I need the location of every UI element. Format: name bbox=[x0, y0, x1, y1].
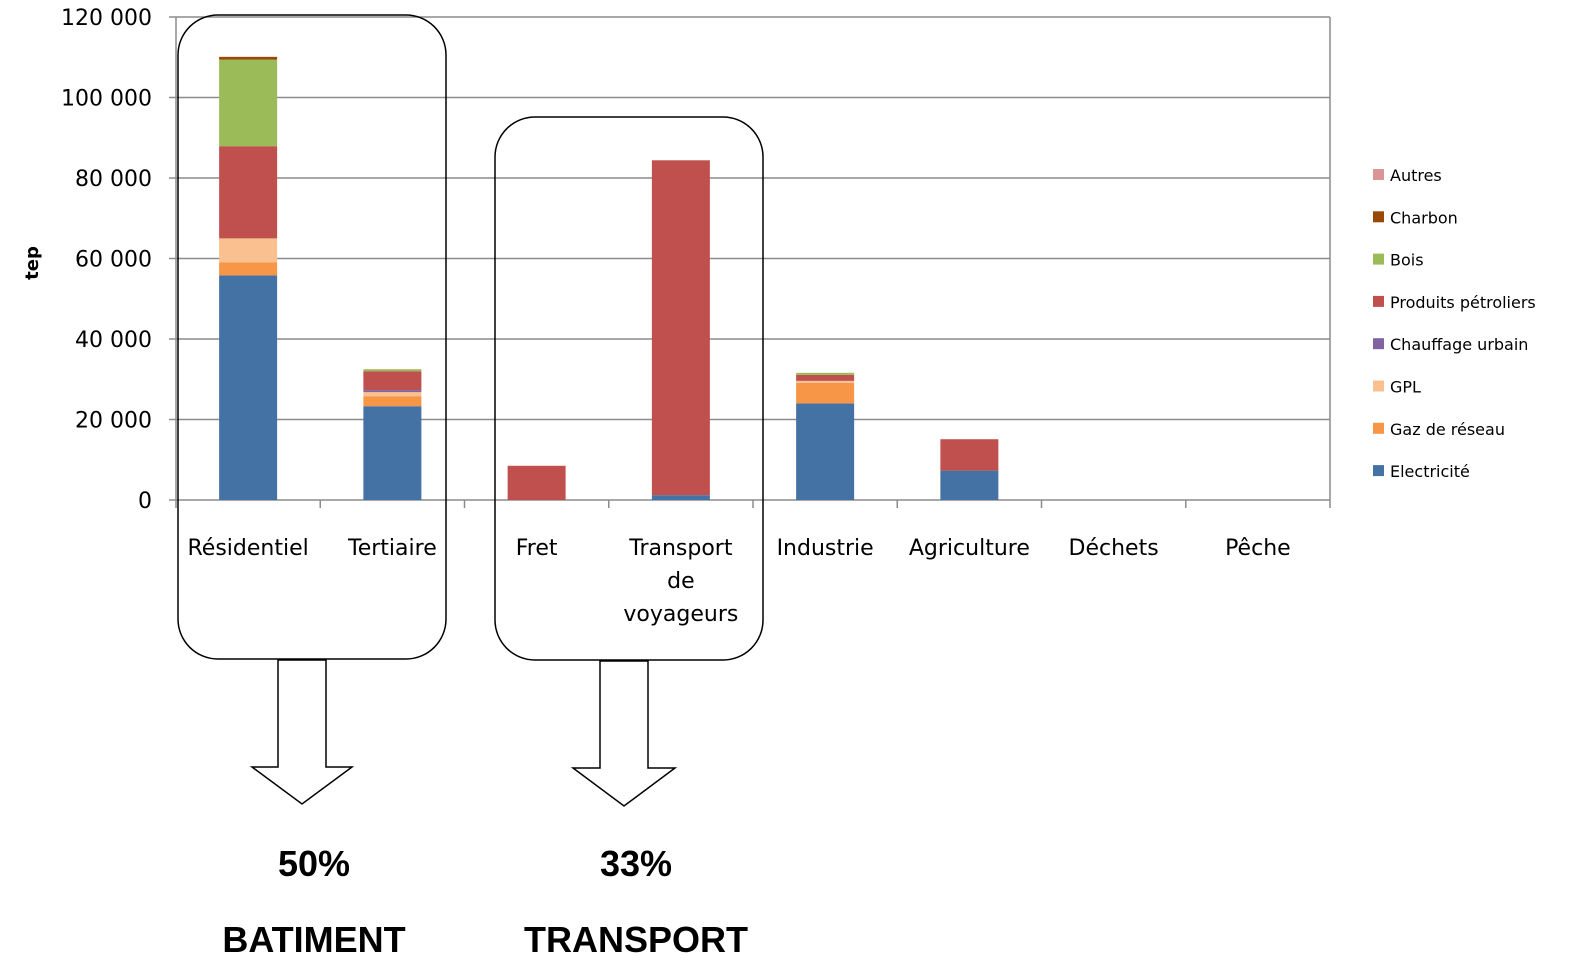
y-axis-ticks: 0 20 000 40 000 60 000 80 000 100 000 120 000 bbox=[61, 6, 176, 514]
legend-swatch bbox=[1373, 211, 1384, 223]
x-category-label: Transport de voyageurs bbox=[623, 536, 738, 627]
y-tick-label: 0 bbox=[138, 489, 152, 514]
bar-segment bbox=[219, 146, 278, 239]
x-category-label: Industrie bbox=[777, 536, 874, 561]
bar-segment bbox=[219, 275, 278, 500]
bar-segment bbox=[363, 392, 422, 397]
group-outline-box bbox=[494, 116, 764, 661]
legend-swatch bbox=[1373, 169, 1384, 180]
legend-swatch bbox=[1373, 253, 1384, 265]
y-axis-title: tep bbox=[22, 246, 43, 280]
bar-segment bbox=[219, 59, 278, 147]
y-tick-label: 120 000 bbox=[61, 6, 152, 31]
bar-segment bbox=[796, 403, 855, 500]
x-category-label: Déchets bbox=[1069, 536, 1159, 561]
legend-swatch bbox=[1373, 465, 1384, 477]
bar-segment bbox=[219, 262, 278, 276]
legend-swatch bbox=[1373, 380, 1384, 392]
y-tick-label: 100 000 bbox=[61, 87, 152, 112]
bar-segment bbox=[363, 369, 422, 372]
legend-label: Bois bbox=[1390, 251, 1424, 270]
bar-segment bbox=[940, 470, 999, 500]
bar-segment bbox=[363, 406, 422, 500]
x-category-label: Agriculture bbox=[909, 536, 1030, 561]
callouts: 50% BATIMENT 33% TRANSPORT bbox=[177, 14, 764, 960]
legend-label: Charbon bbox=[1390, 208, 1458, 227]
callout-label: BATIMENT bbox=[222, 919, 405, 960]
legend-label: Electricité bbox=[1390, 462, 1470, 481]
legend-label: Autres bbox=[1390, 166, 1442, 185]
legend-swatch bbox=[1373, 338, 1384, 350]
y-tick-label: 80 000 bbox=[75, 167, 152, 192]
bar-segment bbox=[363, 371, 422, 391]
legend-swatch bbox=[1373, 295, 1384, 307]
bar-segment bbox=[219, 238, 278, 263]
legend-swatch bbox=[1373, 422, 1384, 434]
group-outline-box bbox=[177, 14, 447, 660]
legend-label: Produits pétroliers bbox=[1390, 293, 1536, 312]
callout-percent: 50% bbox=[278, 843, 350, 884]
bar-segment bbox=[651, 160, 710, 496]
bar-segment bbox=[796, 372, 855, 375]
down-arrow-icon bbox=[570, 660, 678, 807]
y-tick-label: 20 000 bbox=[75, 409, 152, 434]
down-arrow-icon bbox=[249, 659, 355, 805]
bar-segment bbox=[940, 439, 999, 471]
bars bbox=[219, 56, 999, 500]
bar-segment bbox=[507, 465, 566, 500]
bar-segment bbox=[796, 380, 855, 383]
bar-segment bbox=[796, 382, 855, 404]
x-category-label: Pêche bbox=[1225, 536, 1291, 561]
y-tick-label: 60 000 bbox=[75, 248, 152, 273]
gridlines bbox=[176, 16, 1330, 421]
bar-segment bbox=[363, 390, 422, 393]
legend-label: Gaz de réseau bbox=[1390, 420, 1505, 439]
legend: Autres Charbon Bois Produits pétroliers Chau… bbox=[1373, 166, 1536, 481]
callout-label: TRANSPORT bbox=[524, 919, 748, 960]
bar-segment bbox=[651, 495, 710, 500]
x-category-label: Fret bbox=[516, 536, 558, 561]
bar-segment bbox=[363, 396, 422, 407]
y-tick-label: 40 000 bbox=[75, 328, 152, 353]
legend-label: Chauffage urbain bbox=[1390, 335, 1528, 354]
bar-segment bbox=[796, 374, 855, 381]
x-category-label: Tertiaire bbox=[347, 536, 437, 561]
bar-segment bbox=[219, 56, 278, 60]
x-category-label: Résidentiel bbox=[188, 536, 309, 561]
legend-label: GPL bbox=[1390, 378, 1421, 397]
callout-percent: 33% bbox=[600, 843, 672, 884]
x-axis-ticks: Résidentiel Tertiaire Fret Transport de voyag… bbox=[175, 500, 1331, 627]
